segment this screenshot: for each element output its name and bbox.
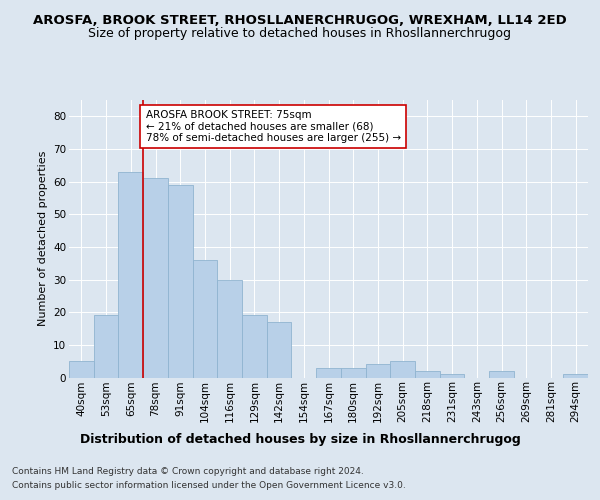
Bar xyxy=(242,316,267,378)
Y-axis label: Number of detached properties: Number of detached properties xyxy=(38,151,47,326)
Bar xyxy=(168,185,193,378)
Bar xyxy=(69,361,94,378)
Bar xyxy=(440,374,464,378)
Bar xyxy=(365,364,390,378)
Bar xyxy=(94,316,118,378)
Bar xyxy=(341,368,365,378)
Text: Contains public sector information licensed under the Open Government Licence v3: Contains public sector information licen… xyxy=(12,481,406,490)
Text: AROSFA, BROOK STREET, RHOSLLANERCHRUGOG, WREXHAM, LL14 2ED: AROSFA, BROOK STREET, RHOSLLANERCHRUGOG,… xyxy=(33,14,567,27)
Text: Size of property relative to detached houses in Rhosllannerchrugog: Size of property relative to detached ho… xyxy=(89,28,511,40)
Text: Distribution of detached houses by size in Rhosllannerchrugog: Distribution of detached houses by size … xyxy=(80,432,520,446)
Bar xyxy=(217,280,242,378)
Bar xyxy=(489,371,514,378)
Bar xyxy=(193,260,217,378)
Bar xyxy=(118,172,143,378)
Bar xyxy=(390,361,415,378)
Bar xyxy=(563,374,588,378)
Bar xyxy=(267,322,292,378)
Bar xyxy=(143,178,168,378)
Text: Contains HM Land Registry data © Crown copyright and database right 2024.: Contains HM Land Registry data © Crown c… xyxy=(12,468,364,476)
Text: AROSFA BROOK STREET: 75sqm
← 21% of detached houses are smaller (68)
78% of semi: AROSFA BROOK STREET: 75sqm ← 21% of deta… xyxy=(146,110,401,143)
Bar xyxy=(415,371,440,378)
Bar xyxy=(316,368,341,378)
